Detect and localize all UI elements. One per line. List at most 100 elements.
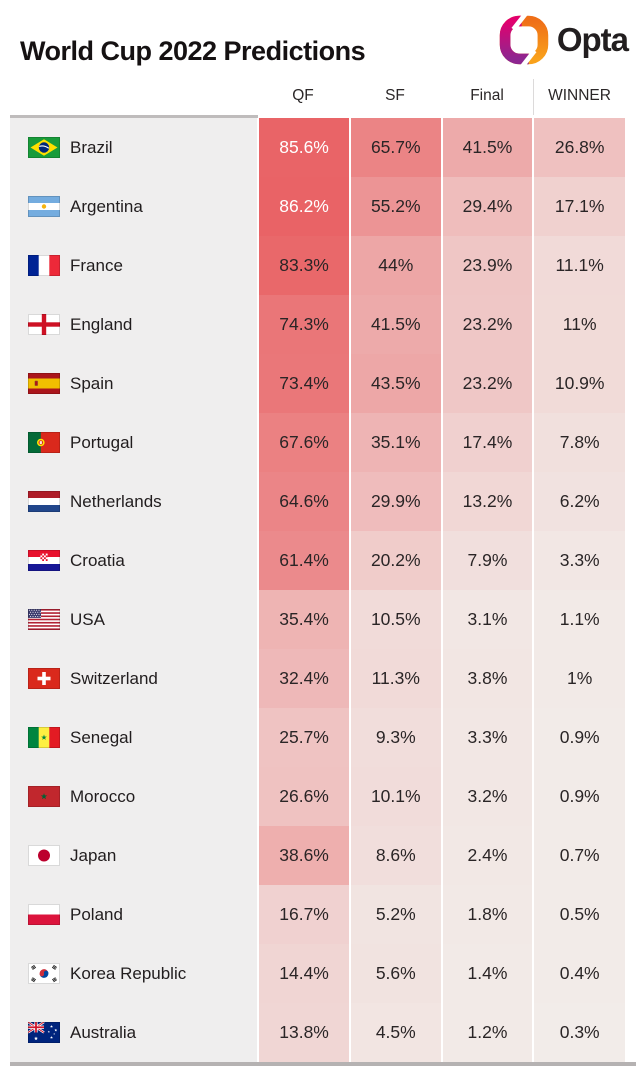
probability-cell: 29.9% [350, 472, 441, 531]
probability-cell: 7.9% [442, 531, 533, 590]
probability-cell: 4.5% [350, 1003, 441, 1062]
page-title: World Cup 2022 Predictions [20, 36, 366, 66]
probability-cell: 9.3% [350, 708, 441, 767]
probability-cell: 20.2% [350, 531, 441, 590]
flag-icon [28, 432, 60, 453]
probability-cell: 0.3% [534, 1003, 626, 1062]
flag-icon [28, 609, 60, 630]
flag-icon [28, 727, 60, 748]
table-top-border [10, 115, 258, 118]
probability-cell: 55.2% [350, 177, 441, 236]
probability-cell: 64.6% [259, 472, 349, 531]
flag-icon [28, 196, 60, 217]
table-row: Senegal 25.7% 9.3% 3.3% 0.9% [10, 708, 626, 767]
winner-column-divider [533, 79, 534, 115]
probability-cell: 2.4% [442, 826, 533, 885]
probability-cell: 1.2% [442, 1003, 533, 1062]
flag-icon [28, 491, 60, 512]
team-cell: Senegal [10, 708, 258, 767]
flag-icon [28, 786, 60, 807]
probability-cell: 23.9% [442, 236, 533, 295]
team-name: Portugal [70, 432, 134, 452]
probability-cell: 3.3% [534, 531, 626, 590]
team-cell: Switzerland [10, 649, 258, 708]
probability-cell: 7.8% [534, 413, 626, 472]
team-name: Japan [70, 845, 117, 865]
table-bottom-border [10, 1062, 636, 1066]
team-cell: Australia [10, 1003, 258, 1062]
probability-cell: 0.4% [534, 944, 626, 1003]
probability-cell: 3.3% [442, 708, 533, 767]
team-cell: Japan [10, 826, 258, 885]
team-name: France [70, 255, 123, 275]
table-row: Croatia 61.4% 20.2% 7.9% 3.3% [10, 531, 626, 590]
probability-cell: 3.1% [442, 590, 533, 649]
table-row: France 83.3% 44% 23.9% 11.1% [10, 236, 626, 295]
probability-cell: 23.2% [442, 295, 533, 354]
team-cell: Korea Republic [10, 944, 258, 1003]
team-cell: USA [10, 590, 258, 649]
team-cell: Netherlands [10, 472, 258, 531]
team-cell: Poland [10, 885, 258, 944]
probability-cell: 61.4% [259, 531, 349, 590]
table-row: Argentina 86.2% 55.2% 29.4% 17.1% [10, 177, 626, 236]
probability-cell: 85.6% [259, 118, 349, 177]
team-cell: Brazil [10, 118, 258, 177]
probability-cell: 86.2% [259, 177, 349, 236]
flag-icon [28, 668, 60, 689]
flag-icon [28, 314, 60, 335]
probability-cell: 10.9% [534, 354, 626, 413]
probability-cell: 41.5% [442, 118, 533, 177]
table-row: Portugal 67.6% 35.1% 17.4% 7.8% [10, 413, 626, 472]
opta-logo-text: Opta [556, 21, 629, 58]
table-row: Australia 13.8% 4.5% 1.2% 0.3% [10, 1003, 626, 1062]
probability-cell: 35.1% [350, 413, 441, 472]
team-cell: Croatia [10, 531, 258, 590]
probability-cell: 29.4% [442, 177, 533, 236]
probability-cell: 17.4% [442, 413, 533, 472]
probability-cell: 83.3% [259, 236, 349, 295]
column-header-sf: SF [385, 87, 405, 104]
team-cell: Portugal [10, 413, 258, 472]
probability-cell: 11.1% [534, 236, 626, 295]
probability-cell: 0.9% [534, 767, 626, 826]
flag-icon [28, 255, 60, 276]
team-name: Switzerland [70, 668, 158, 688]
flag-icon [28, 845, 60, 866]
predictions-table: Brazil 85.6% 65.7% 41.5% 26.8% Argentina 86… [10, 118, 626, 1062]
flag-icon [28, 904, 60, 925]
table-row: Brazil 85.6% 65.7% 41.5% 26.8% [10, 118, 626, 177]
probability-cell: 1.1% [534, 590, 626, 649]
probability-cell: 43.5% [350, 354, 441, 413]
probability-cell: 41.5% [350, 295, 441, 354]
team-cell: England [10, 295, 258, 354]
probability-cell: 67.6% [259, 413, 349, 472]
probability-cell: 0.5% [534, 885, 626, 944]
team-cell: Morocco [10, 767, 258, 826]
probability-cell: 26.8% [534, 118, 626, 177]
probability-cell: 0.7% [534, 826, 626, 885]
team-name: Brazil [70, 137, 113, 157]
flag-icon [28, 1022, 60, 1043]
team-name: England [70, 314, 133, 334]
team-name: Senegal [70, 727, 133, 747]
probability-cell: 17.1% [534, 177, 626, 236]
team-name: Korea Republic [70, 963, 187, 983]
probability-cell: 38.6% [259, 826, 349, 885]
team-name: Croatia [70, 550, 125, 570]
probability-cell: 26.6% [259, 767, 349, 826]
probability-cell: 13.8% [259, 1003, 349, 1062]
probability-cell: 74.3% [259, 295, 349, 354]
table-row: England 74.3% 41.5% 23.2% 11% [10, 295, 626, 354]
probability-cell: 0.9% [534, 708, 626, 767]
flag-icon [28, 550, 60, 571]
table-row: Japan 38.6% 8.6% 2.4% 0.7% [10, 826, 626, 885]
probability-cell: 32.4% [259, 649, 349, 708]
probability-cell: 14.4% [259, 944, 349, 1003]
probability-cell: 73.4% [259, 354, 349, 413]
probability-cell: 23.2% [442, 354, 533, 413]
probability-cell: 8.6% [350, 826, 441, 885]
opta-logo-icon [498, 14, 550, 66]
probability-cell: 5.2% [350, 885, 441, 944]
column-headers: QF SF Final WINNER [258, 87, 625, 105]
